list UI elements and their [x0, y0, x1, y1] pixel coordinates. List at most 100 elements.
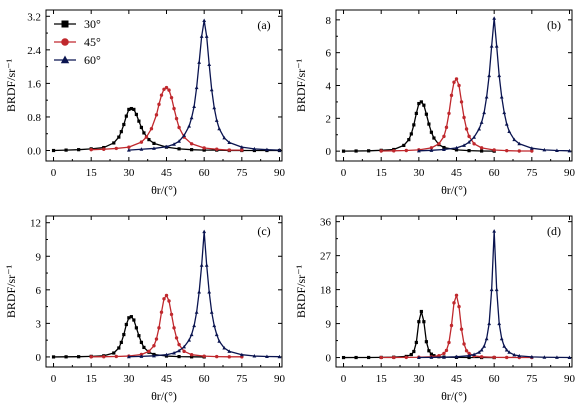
panel-d-series-s30-point [429, 352, 434, 356]
panel-d-series-s30-point [367, 355, 371, 360]
panel-d-series-s60-point [502, 344, 507, 348]
panel-a-series-s45-point [139, 140, 144, 144]
panel-b-series-s60-point [504, 122, 509, 126]
panel-c-series-s60-point [126, 354, 131, 359]
panel-c-series-s30-point [117, 346, 121, 350]
panel-c-ytick-label: 0 [36, 352, 42, 364]
panel-d-ytick-label: 27 [320, 251, 332, 263]
panel-c-xtick-label: 90 [274, 373, 286, 385]
panel-a-series-s45-point [227, 148, 231, 152]
panel-d-ytick-label: 36 [320, 217, 332, 229]
panel-c-series-s30-point [127, 316, 131, 320]
panel-d-series-s30 [341, 309, 496, 360]
panel-c-series-s60-point [152, 353, 156, 358]
panel-b-series-s30 [341, 100, 496, 153]
panel-a-series-s30-point [137, 119, 141, 123]
panel-a-series-s45-point [215, 147, 219, 151]
panel-c-ylabel: BRDF/sr⁻¹ [4, 264, 18, 318]
panel-d-series-s60-point [512, 352, 517, 357]
panel-b-xtick-label: 60 [489, 167, 501, 179]
panel-b-series-s30-point [412, 123, 416, 127]
panel-a-series-s30-point [142, 131, 146, 135]
panel-c-series-s60-point [207, 290, 212, 294]
panel-c-series-s45-point [182, 349, 186, 354]
panel-a-frame [45, 9, 283, 162]
panel-c-series-s45-point [102, 355, 106, 359]
panel-d-series-s45-point [454, 293, 459, 297]
panel-a-series-s30-point [77, 148, 81, 152]
panel-a-series-s30-point [127, 107, 131, 112]
legend-marker-s45 [61, 38, 69, 46]
panel-b-series-s30-point [367, 149, 371, 153]
legend-label-s60: 60° [84, 53, 101, 67]
panel-d-series-s60-point [484, 336, 489, 341]
panel-c-series-s45-point [227, 355, 231, 359]
panel-b-series-s45-point [462, 115, 466, 120]
panel-c-xtick-label: 75 [236, 373, 248, 385]
panel-b-ytick-label: 2 [326, 113, 332, 125]
panel-c-series-s60-point [209, 310, 214, 314]
panel-c-series-s45-point [164, 293, 169, 298]
panel-d-xtick-label: 90 [564, 373, 576, 385]
panel-a-series-s30-point [64, 148, 68, 152]
panel-b-series-s60-point [507, 129, 512, 133]
panel-c-series-s60-point [177, 348, 181, 353]
panel-d-series-s60-point [492, 229, 497, 233]
panel-b-series-s30-point [424, 112, 428, 116]
panel-a-series-s30-point [117, 135, 121, 139]
panel-c-series-s45-point [162, 297, 166, 301]
panel-c-xtick-label: 60 [199, 373, 211, 385]
panel-c-series-s45 [89, 293, 244, 359]
panel-a-xtick-label: 90 [274, 167, 286, 179]
panel-b-series-s45-point [449, 93, 454, 98]
panel-a-series-s45-line [91, 86, 242, 151]
panel-a: 0 15 30 45 60 75 90 0.0 0.8 1.6 2.4 3.2 θr/(°) BRDF/s… [4, 9, 286, 197]
panel-b-series-s45-point [472, 142, 476, 146]
panel-d-series-s45-point [442, 351, 446, 356]
panel-b-series-s30-point [341, 149, 346, 153]
panel-b-series-s30-point [422, 103, 426, 107]
panel-d-series-s45-point [479, 355, 484, 359]
panel-d-series-s45-point [462, 342, 466, 346]
panel-c-letter: (c) [257, 224, 270, 238]
panel-c-series-s60-point [187, 338, 192, 342]
panel-b-series-s30-point [429, 130, 434, 134]
panel-c-series-s45-point [147, 349, 151, 354]
panel-d-series-s60 [416, 229, 572, 359]
panel-a-series-s45-point [172, 106, 176, 111]
panel-b-series-s60-line [418, 17, 570, 152]
panel-c-series-s60-point [202, 229, 207, 234]
panel-b-series-s60-point [429, 148, 434, 152]
panel-c-series-s60-point [182, 344, 186, 349]
panel-d-series-s45-point [379, 355, 383, 360]
panel-a-series-s30-point [152, 141, 156, 145]
panel-c-series-s60-point [164, 352, 169, 357]
panel-b-series-s45-point [379, 149, 383, 153]
panel-a-series-s45-point [164, 85, 169, 90]
legend-label-s30: 30° [84, 17, 101, 31]
panel-a-series-s30-point [139, 125, 144, 130]
panel-b-series-s60-point [497, 73, 502, 78]
panel-a-xtick-label: 75 [236, 167, 248, 179]
panel-a-series-s60-point [187, 124, 192, 128]
panel-d-series-s30-point [419, 309, 423, 314]
panel-b-series-s30-point [432, 136, 436, 140]
panel-d-series-s60-point [479, 348, 484, 352]
panel-d-series-s30-point [341, 355, 346, 360]
panel-a-series-s60-point [182, 133, 186, 137]
panel-c-ytick-label: 6 [36, 285, 42, 297]
panel-c-series-s30-point [112, 351, 116, 355]
panel-b-series-s60-point [462, 143, 466, 147]
panel-d-ytick-label: 18 [320, 285, 332, 297]
panel-c-series-s30-point [77, 355, 81, 359]
panel-d-series-s60-point [497, 321, 502, 326]
panel-d-series-s30-point [354, 355, 358, 360]
panel-b-series-s60-point [502, 110, 507, 115]
panel-c-series-s45-point [152, 344, 156, 348]
panel-b-series-s60-point [529, 146, 534, 150]
panel-a-series-s60-point [202, 18, 207, 22]
panel-c-xtick-label: 30 [123, 373, 135, 385]
panel-d-series-s60-point [542, 355, 547, 359]
panel-c-series-s60-point [194, 310, 199, 314]
panel-d-series-s45-point [449, 323, 454, 328]
